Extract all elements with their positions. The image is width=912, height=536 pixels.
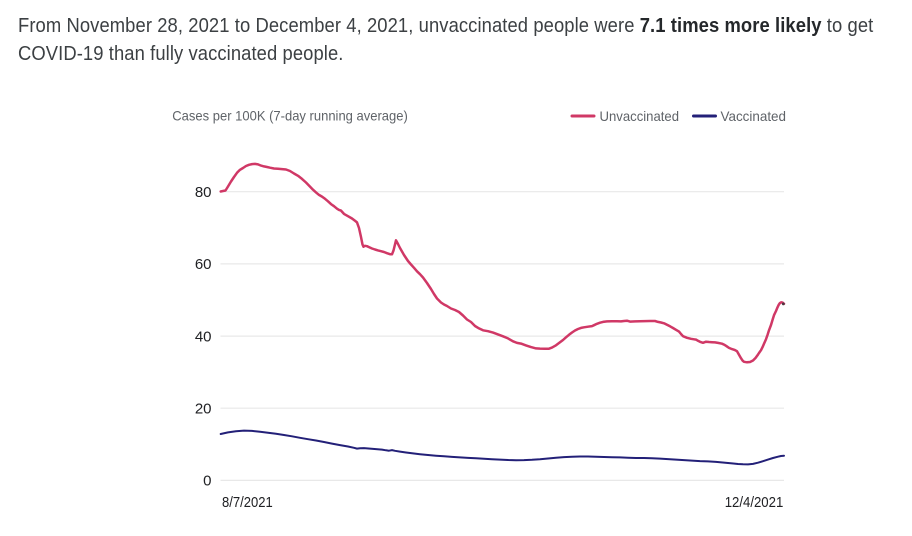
svg-text:0: 0: [203, 473, 211, 490]
svg-text:12/4/2021: 12/4/2021: [725, 494, 784, 511]
svg-text:60: 60: [195, 256, 212, 273]
svg-text:80: 80: [195, 184, 212, 201]
svg-text:Cases per 100K (7-day running: Cases per 100K (7-day running average): [172, 108, 407, 124]
svg-text:Vaccinated: Vaccinated: [721, 108, 787, 124]
svg-text:40: 40: [195, 328, 212, 345]
svg-text:20: 20: [195, 400, 212, 417]
svg-text:Unvaccinated: Unvaccinated: [600, 108, 680, 124]
svg-text:8/7/2021: 8/7/2021: [222, 494, 273, 511]
